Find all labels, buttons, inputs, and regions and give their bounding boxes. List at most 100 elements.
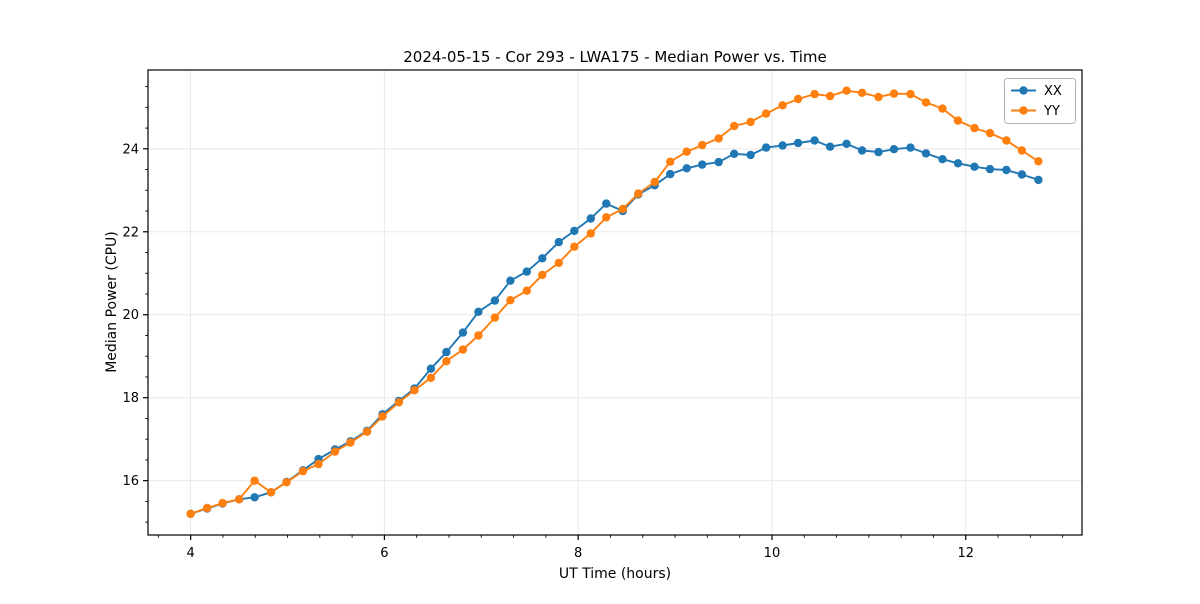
data-point-yy [554,258,563,268]
data-point-yy [778,101,787,110]
data-point-yy [346,438,355,447]
data-point-xx [921,149,931,158]
data-point-yy [842,86,851,95]
data-point-yy [730,121,739,131]
data-point-xx [810,136,819,145]
data-point-yy [970,123,979,133]
data-point-yy [378,412,387,421]
y-tick-label: 24 [122,142,139,157]
x-tick-label: 4 [186,546,194,561]
data-point-xx [426,364,436,373]
legend-label: YY [1043,104,1060,119]
data-point-yy [522,286,531,295]
legend-item-xx: XX [1011,84,1062,99]
data-point-xx [442,347,451,357]
data-point-yy [618,204,627,214]
data-point-yy [953,116,963,125]
data-point-yy [410,386,419,395]
data-point-yy [698,140,707,150]
data-point-yy [330,447,340,456]
data-point-yy [746,117,755,127]
x-tick-label: 10 [764,546,781,561]
data-point-yy [474,331,483,340]
x-tick-label: 6 [380,546,388,561]
data-point-xx [522,267,531,276]
data-point-xx [970,162,979,171]
data-point-xx [889,145,899,154]
data-point-yy [218,498,227,508]
data-point-yy [298,466,308,476]
data-point-xx [458,328,468,337]
y-axis-label: Median Power (CPU) [104,231,120,373]
data-point-xx [746,150,755,160]
data-point-yy [362,427,372,436]
data-point-yy [682,147,691,156]
y-tick-label: 18 [122,391,139,406]
data-point-yy [1002,136,1011,145]
data-point-yy [458,345,468,354]
data-point-yy [506,296,515,305]
data-point-xx [857,146,867,155]
data-point-yy [793,94,803,104]
data-point-yy [202,503,212,513]
data-point-xx [506,276,515,285]
data-point-xx [570,226,579,236]
data-point-xx [250,493,259,502]
data-point-xx [1002,165,1011,175]
data-point-xx [874,147,883,157]
data-series [186,86,1043,518]
legend: XX YY [1004,78,1076,124]
y-tick-label: 22 [122,225,139,240]
legend-marker-icon [1019,106,1028,115]
data-point-yy [666,157,675,166]
data-point-yy [570,242,579,251]
data-point-yy [650,177,659,187]
data-point-yy [1017,146,1027,155]
data-point-xx [761,143,771,152]
y-tick-label: 20 [122,308,139,323]
data-point-yy [490,313,500,322]
data-point-xx [906,143,915,152]
data-point-xx [730,149,739,158]
data-point-yy [266,488,276,497]
data-point-xx [825,142,835,151]
x-tick-label: 12 [957,546,974,561]
data-point-xx [842,139,851,148]
data-point-yy [889,89,899,98]
data-point-yy [538,270,547,280]
x-axis-label: UT Time (hours) [559,566,671,582]
legend-label: XX [1044,84,1062,99]
data-point-yy [985,128,995,138]
data-point-xx [474,307,483,316]
data-point-xx [778,141,787,150]
data-point-yy [810,89,819,99]
data-point-xx [985,164,995,174]
x-tick-label: 8 [574,546,582,561]
data-point-xx [682,164,691,173]
data-point-xx [538,254,547,263]
data-point-xx [1017,170,1027,179]
data-point-yy [1034,157,1043,166]
data-point-yy [426,373,436,382]
data-point-yy [442,357,451,366]
data-point-xx [666,169,675,179]
data-point-yy [234,495,244,504]
data-point-yy [634,189,643,198]
data-point-xx [938,155,947,164]
data-point-yy [857,88,867,98]
tick-labels: 4 6 8 10 12 16 18 20 22 24 [122,142,974,561]
y-tick-label: 16 [122,474,139,489]
data-point-yy [906,89,915,99]
data-point-yy [602,213,611,222]
data-point-xx [554,237,563,247]
data-point-yy [186,509,195,518]
data-point-xx [793,138,803,148]
data-point-yy [874,92,883,102]
grid-lines [148,70,1082,535]
data-point-xx [490,296,500,305]
data-point-yy [394,398,404,407]
chart-title: 2024-05-15 - Cor 293 - LWA175 - Median P… [403,48,827,66]
data-point-xx [1034,175,1043,185]
